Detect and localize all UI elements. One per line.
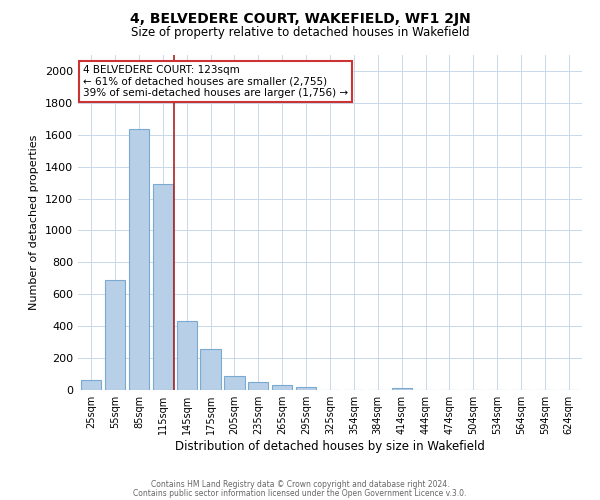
Bar xyxy=(81,380,101,390)
Bar xyxy=(200,350,221,390)
Text: Size of property relative to detached houses in Wakefield: Size of property relative to detached ho… xyxy=(131,26,469,39)
Bar xyxy=(272,385,292,390)
Bar xyxy=(392,388,412,390)
Bar xyxy=(176,320,197,390)
Y-axis label: Number of detached properties: Number of detached properties xyxy=(29,135,40,310)
X-axis label: Distribution of detached houses by size in Wakefield: Distribution of detached houses by size … xyxy=(175,440,485,453)
Text: Contains public sector information licensed under the Open Government Licence v.: Contains public sector information licen… xyxy=(133,488,467,498)
Text: Contains HM Land Registry data © Crown copyright and database right 2024.: Contains HM Land Registry data © Crown c… xyxy=(151,480,449,489)
Bar xyxy=(152,184,173,390)
Bar xyxy=(248,382,268,390)
Bar xyxy=(296,387,316,390)
Bar xyxy=(224,376,245,390)
Text: 4 BELVEDERE COURT: 123sqm
← 61% of detached houses are smaller (2,755)
39% of se: 4 BELVEDERE COURT: 123sqm ← 61% of detac… xyxy=(83,65,348,98)
Bar xyxy=(105,280,125,390)
Bar xyxy=(129,129,149,390)
Text: 4, BELVEDERE COURT, WAKEFIELD, WF1 2JN: 4, BELVEDERE COURT, WAKEFIELD, WF1 2JN xyxy=(130,12,470,26)
